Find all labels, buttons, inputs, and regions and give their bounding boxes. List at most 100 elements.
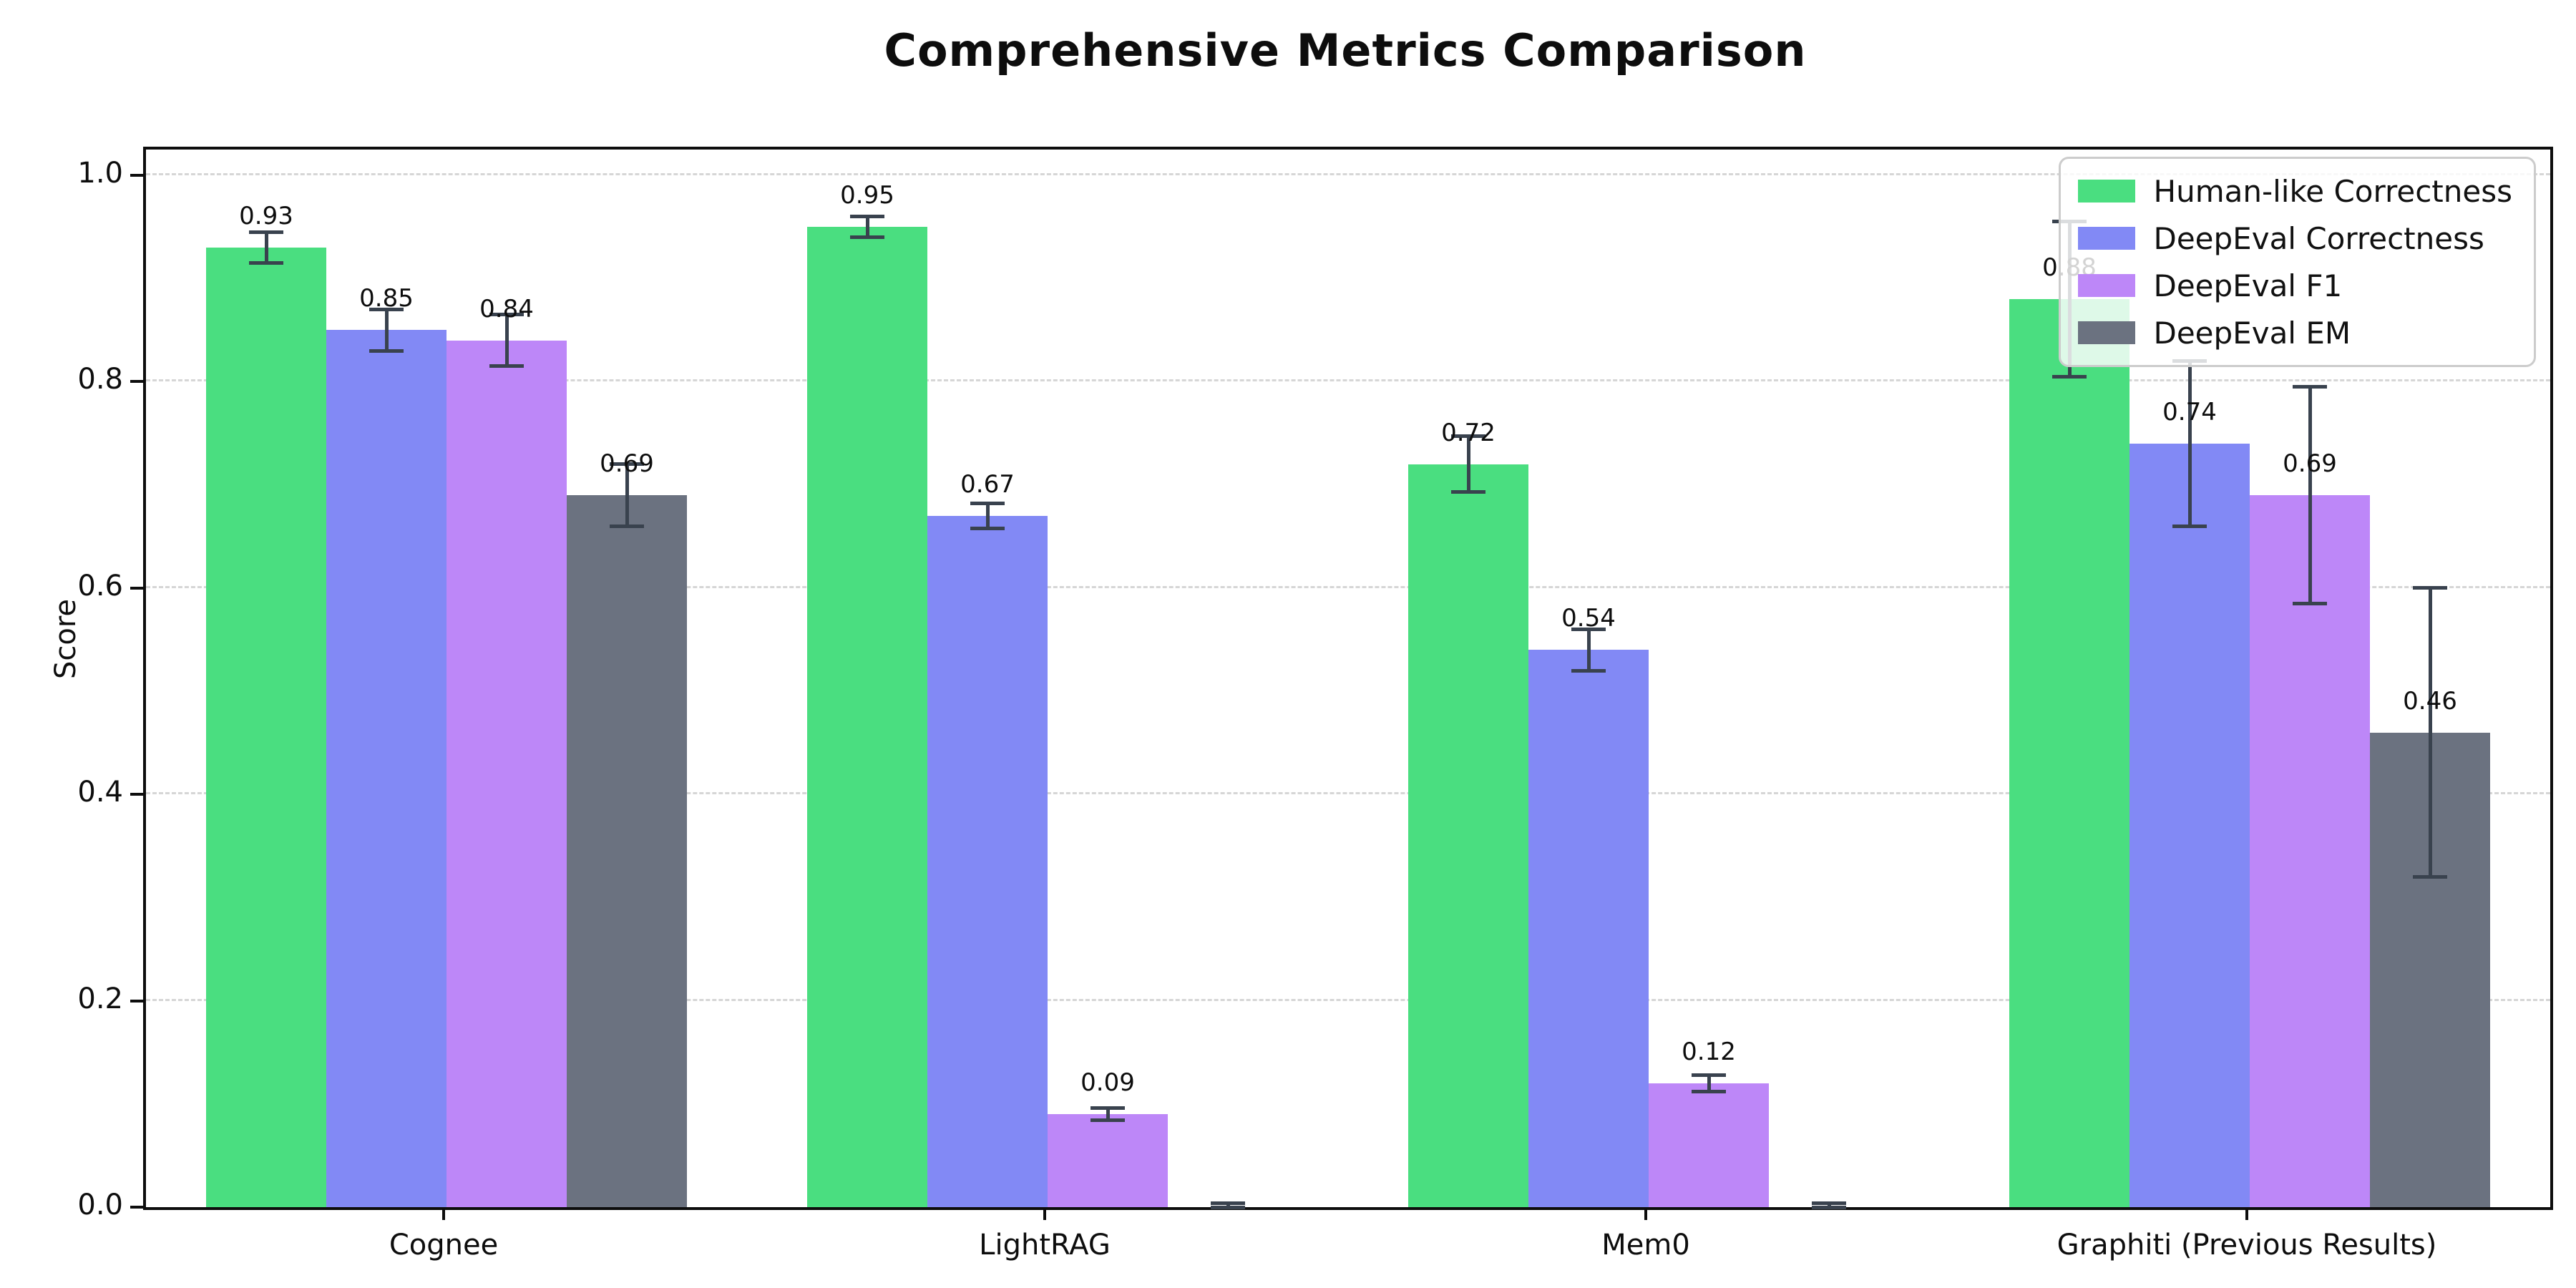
error-bar-cap-top: [850, 215, 884, 219]
error-bar-stem: [985, 503, 990, 529]
error-bar-cap-bottom: [2293, 601, 2327, 605]
bar-series1-cat1: [927, 515, 1048, 1207]
y-tick-label: 0.2: [77, 982, 123, 1015]
error-bar-cap-top: [1211, 1201, 1245, 1205]
y-tick-mark: [130, 586, 143, 590]
error-bar-cap-bottom: [1571, 668, 1606, 673]
legend-item-0: Human-like Correctness: [2077, 172, 2513, 210]
error-bar-cap-top: [1451, 434, 1485, 439]
x-tick-mark: [1043, 1207, 1046, 1220]
bar-value-label: 0.54: [1561, 604, 1616, 633]
x-tick-label-3: Graphiti (Previous Results): [2057, 1229, 2437, 1262]
legend-item-2: DeepEval F1: [2077, 266, 2513, 305]
error-bar-cap-top: [610, 462, 644, 467]
y-tick-mark: [130, 1206, 143, 1209]
x-tick-mark: [442, 1207, 445, 1220]
legend: Human-like Correctness DeepEval Correctne…: [2058, 157, 2536, 367]
bar-value-label: 0.46: [2403, 686, 2457, 716]
bar-series0-cat2: [1408, 464, 1528, 1207]
error-bar-cap-top: [2413, 586, 2447, 590]
bar-value-label: 0.69: [2283, 449, 2337, 479]
legend-swatch-icon: [2077, 321, 2135, 344]
chart-title: Comprehensive Metrics Comparison: [884, 24, 1807, 77]
y-tick-label: 1.0: [77, 157, 123, 190]
bar-series1-cat0: [326, 330, 447, 1207]
gridline-1: [146, 173, 2550, 176]
error-bar-cap-bottom: [249, 261, 283, 265]
error-bar-stem: [2187, 361, 2192, 527]
error-bar-cap-top: [970, 502, 1005, 506]
x-tick-label-2: Mem0: [1601, 1229, 1690, 1262]
bar-value-label: 0.84: [479, 294, 534, 323]
error-bar-stem: [625, 464, 629, 527]
bar-series0-cat1: [807, 227, 927, 1207]
error-bar-cap-top: [1812, 1201, 1846, 1205]
bar-value-label: 0.93: [239, 202, 293, 230]
error-bar-cap-bottom: [1091, 1118, 1125, 1123]
legend-label: DeepEval Correctness: [2153, 220, 2484, 256]
gridline-0.2: [146, 998, 2550, 1001]
y-tick-label: 0.8: [77, 363, 123, 396]
y-tick-mark: [130, 793, 143, 796]
legend-swatch-icon: [2077, 274, 2135, 297]
bar-series2-cat0: [447, 340, 567, 1207]
bar-series0-cat3: [2009, 299, 2129, 1207]
gridline-0.6: [146, 585, 2550, 588]
y-tick-label: 0.4: [77, 776, 123, 809]
error-bar-stem: [1827, 1203, 1831, 1207]
error-bar-cap-bottom: [2172, 524, 2207, 528]
x-tick-label-0: Cognee: [389, 1229, 499, 1262]
error-bar-cap-bottom: [610, 524, 644, 528]
error-bar-stem: [1586, 629, 1591, 671]
error-bar-cap-top: [1692, 1073, 1726, 1077]
y-tick-mark: [130, 174, 143, 177]
y-tick-label: 0.0: [77, 1189, 123, 1221]
legend-swatch-icon: [2077, 227, 2135, 250]
error-bar-stem: [1226, 1203, 1230, 1207]
bar-series2-cat3: [2250, 495, 2370, 1207]
error-bar-cap-bottom: [850, 235, 884, 240]
error-bar-stem: [264, 232, 268, 263]
legend-label: Human-like Correctness: [2153, 173, 2513, 209]
error-bar-stem: [2428, 587, 2432, 877]
error-bar-cap-top: [249, 230, 283, 234]
y-tick-mark: [130, 380, 143, 384]
error-bar-cap-bottom: [2052, 374, 2087, 379]
error-bar-cap-top: [1571, 628, 1606, 632]
error-bar-cap-bottom: [489, 364, 524, 369]
bar-value-label: 0.69: [600, 449, 654, 479]
legend-item-3: DeepEval EM: [2077, 313, 2513, 352]
bar-value-label: 0.12: [1682, 1037, 1736, 1066]
error-bar-stem: [384, 309, 389, 351]
error-bar-stem: [1106, 1108, 1110, 1121]
error-bar-cap-top: [369, 308, 404, 312]
error-bar-stem: [1707, 1075, 1711, 1092]
y-tick-mark: [130, 999, 143, 1002]
legend-item-1: DeepEval Correctness: [2077, 219, 2513, 258]
error-bar-stem: [504, 314, 509, 366]
error-bar-stem: [865, 216, 869, 238]
error-bar-cap-top: [1091, 1106, 1125, 1111]
gridline-0.4: [146, 792, 2550, 795]
x-tick-mark: [1644, 1207, 1647, 1220]
bar-series1-cat3: [2129, 443, 2250, 1207]
bar-series0-cat0: [206, 248, 326, 1207]
error-bar-cap-bottom: [2413, 875, 2447, 879]
error-bar-cap-bottom: [970, 526, 1005, 530]
legend-label: DeepEval EM: [2153, 315, 2351, 351]
bar-value-label: 0.74: [2162, 397, 2217, 426]
error-bar-cap-top: [489, 313, 524, 317]
error-bar-cap-top: [2293, 385, 2327, 389]
x-tick-label-1: LightRAG: [979, 1229, 1111, 1262]
y-tick-label: 0.6: [77, 569, 123, 602]
error-bar-cap-bottom: [369, 348, 404, 353]
gridline-0.8: [146, 379, 2550, 382]
bar-value-label: 0.85: [359, 284, 414, 313]
error-bar-cap-bottom: [1692, 1090, 1726, 1094]
bar-value-label: 0.95: [840, 181, 894, 210]
bar-series1-cat2: [1528, 650, 1649, 1207]
bar-value-label: 0.67: [960, 469, 1015, 499]
legend-label: DeepEval F1: [2153, 268, 2343, 303]
bar-value-label: 0.09: [1080, 1068, 1135, 1098]
